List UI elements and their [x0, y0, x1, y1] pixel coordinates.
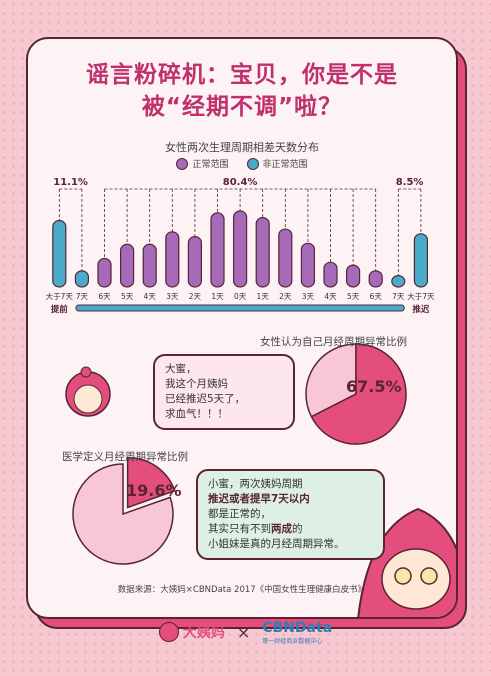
bubble1-line: 我这个月姨妈: [165, 378, 228, 390]
bar: [323, 261, 338, 288]
bar-tick-label: 3天: [166, 292, 179, 301]
pie2-value-label: 19.6%: [126, 481, 182, 500]
bar-tick-label: 0天: [234, 292, 247, 301]
bar-tick-label: 7天: [392, 292, 405, 301]
bar-tick-label: 大于7天: [46, 291, 74, 301]
axis-bar: [75, 304, 405, 312]
bar: [165, 231, 180, 288]
legend-normal: 正常范围: [176, 157, 229, 170]
bar-tick-label: 1天: [211, 292, 224, 301]
bar-tick-label: 3天: [302, 292, 315, 301]
bubble2-line4-a: 其实只有不到: [208, 523, 271, 535]
bar: [210, 212, 225, 288]
small-girl-face: [73, 384, 103, 414]
bar-legend: 正常范围 非正常范围: [28, 157, 456, 170]
bar: [255, 217, 270, 288]
pie1-title: 女性认为自己月经周期异常比例: [260, 336, 407, 348]
headline-line-1: 谣言粉碎机：宝贝，你是不是: [86, 62, 398, 88]
infographic-card: 谣言粉碎机：宝贝，你是不是 被“经期不调”啦？ 女性两次生理周期相差天数分布 正…: [26, 37, 458, 619]
bar-tick-label: 5天: [347, 292, 360, 301]
headline-line-2: 被“经期不调”啦？: [141, 94, 343, 120]
bubble2-line3: 都是正常的，: [208, 508, 271, 520]
bar: [52, 219, 67, 288]
small-girl-bow: [80, 366, 92, 378]
bar-tick-label: 1天: [257, 292, 270, 301]
annotation-left: 11.1%: [53, 177, 88, 188]
pie1-rest-slice: [305, 343, 357, 418]
pie1-main-slice: [310, 343, 407, 445]
bubble2-line4-c: 的: [292, 523, 303, 535]
bar: [74, 270, 90, 288]
bar-tick-label: 6天: [370, 292, 383, 301]
dayima-logo-text: 大姨妈: [182, 625, 225, 641]
bar: [97, 257, 112, 288]
big-girl-eye-right: [420, 567, 438, 585]
annotation-center: 80.4%: [223, 177, 258, 188]
axis-label-left: 提前: [51, 304, 69, 315]
data-source: 数据来源：大姨妈×CBNData 2017《中国女性生理健康白皮书》: [117, 585, 367, 595]
legend-normal-swatch: [176, 157, 189, 170]
cbndata-logo-text: CBNData: [262, 619, 333, 636]
bubble2-line4: 其实只有不到两成的: [208, 522, 373, 537]
bar-chart-title: 女性两次生理周期相差天数分布: [165, 141, 319, 154]
pie2-title: 医学定义月经周期异常比例: [62, 451, 188, 463]
bar-tick-label: 5天: [121, 292, 134, 301]
cbndata-logo: CBNData 第一财经商业数据中心: [262, 620, 332, 645]
pie2-main-slice: [126, 456, 176, 509]
chart-canvas: 大于7天 7天 6天 5天 4天 3天 2天 1天 0天 1天 2天 3天 4天 5天 6天 7天 大于7天11…: [46, 177, 456, 617]
axis-label-right: 推迟: [412, 304, 430, 315]
bubble1-line: 已经推迟5天了，: [165, 393, 246, 405]
speech-bubble-question: 大蜜， 我这个月姨妈 已经推迟5天了， 求血气！！！: [153, 354, 295, 430]
pie2-rest-slice: [72, 463, 174, 565]
bar-tick-label: 7天: [76, 292, 89, 301]
bar-tick-label: 4天: [144, 292, 157, 301]
bubble2-line1: 小蜜，两次姨妈周期: [208, 478, 303, 490]
bar: [346, 264, 361, 288]
bubble1-line: 求血气！！！: [165, 408, 228, 420]
bubble2-line5: 小姐妹是真的月经周期异常。: [208, 538, 345, 550]
bar: [119, 243, 135, 288]
footer-logos: 大姨妈 × CBNData 第一财经商业数据中心: [0, 618, 491, 646]
dayima-logo-icon: [158, 622, 179, 642]
bar-tick-label: 4天: [324, 292, 337, 301]
big-girl-face: [381, 548, 451, 610]
bar-tick-label: 6天: [98, 292, 111, 301]
annotation-right: 8.5%: [396, 177, 424, 188]
bar: [278, 228, 293, 288]
legend-abnormal-swatch: [246, 157, 259, 170]
bar: [233, 210, 248, 288]
bar: [142, 243, 157, 288]
dayima-logo: 大姨妈: [158, 622, 225, 642]
legend-abnormal-label: 非正常范围: [262, 160, 308, 170]
cbndata-logo-sub: 第一财经商业数据中心: [262, 637, 323, 645]
times-sign: ×: [236, 622, 251, 642]
pie1-value-label: 67.5%: [346, 377, 402, 396]
legend-normal-label: 正常范围: [192, 160, 229, 170]
bar-tick-label: 2天: [189, 292, 202, 301]
bar: [187, 236, 202, 288]
bar-tick-label: 大于7天: [407, 291, 435, 301]
bar: [413, 233, 428, 288]
big-girl-eye-left: [394, 567, 412, 585]
bar: [368, 270, 383, 288]
bar-tick-label: 2天: [279, 292, 292, 301]
speech-bubble-answer: 小蜜，两次姨妈周期 推迟或者提早7天以内 都是正常的， 其实只有不到两成的 小姐…: [196, 469, 385, 560]
bubble2-line2: 推迟或者提早7天以内: [208, 493, 310, 505]
bar: [300, 242, 315, 288]
bar: [391, 275, 406, 288]
bubble1-line: 大蜜，: [165, 363, 197, 375]
bubble2-line4-b: 两成: [271, 523, 292, 535]
legend-abnormal: 非正常范围: [246, 157, 308, 170]
